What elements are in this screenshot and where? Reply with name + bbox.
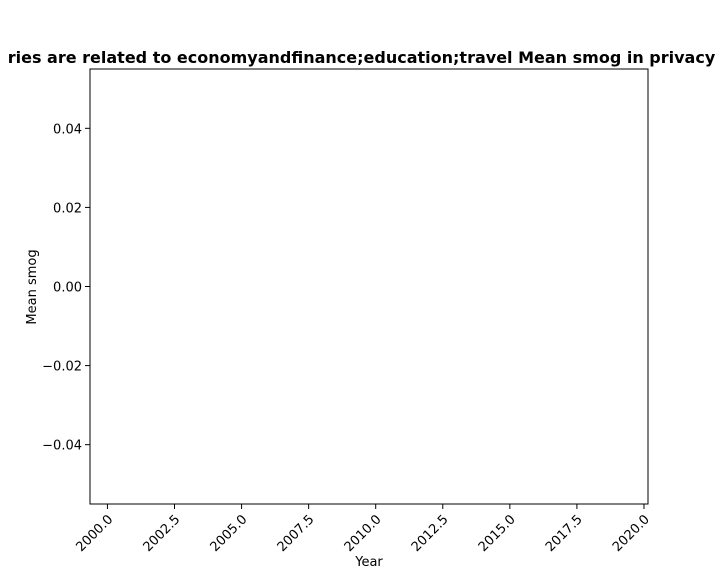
y-tick-label: 0.02 xyxy=(53,201,82,216)
x-axis: 2000.0 2002.5 2005.0 2007.5 2010.0 2012.5 2015… xyxy=(73,504,653,555)
x-tick-label: 2002.5 xyxy=(141,512,184,555)
x-tick-label: 2017.5 xyxy=(543,512,586,555)
y-tick-label: 0.00 xyxy=(53,281,82,296)
x-tick-label: 2012.5 xyxy=(409,512,452,555)
x-tick-label: 2020.0 xyxy=(610,512,653,555)
x-tick-label: 2007.5 xyxy=(275,512,318,555)
y-tick-label: −0.02 xyxy=(42,360,82,375)
y-axis: 0.04 0.02 0.00 −0.02 −0.04 xyxy=(42,122,90,454)
x-tick-label: 2015.0 xyxy=(476,512,519,555)
x-tick-label: 2000.0 xyxy=(73,512,116,555)
y-tick-label: 0.04 xyxy=(53,122,82,137)
x-axis-label: Year xyxy=(354,555,383,570)
x-tick-label: 2005.0 xyxy=(208,512,251,555)
chart-title: ries are related to economyandfinance;ed… xyxy=(8,48,720,67)
y-axis-label: Mean smog xyxy=(25,249,40,324)
plot-area xyxy=(89,68,649,505)
y-tick-label: −0.04 xyxy=(42,439,82,454)
x-tick-label: 2010.0 xyxy=(342,512,385,555)
